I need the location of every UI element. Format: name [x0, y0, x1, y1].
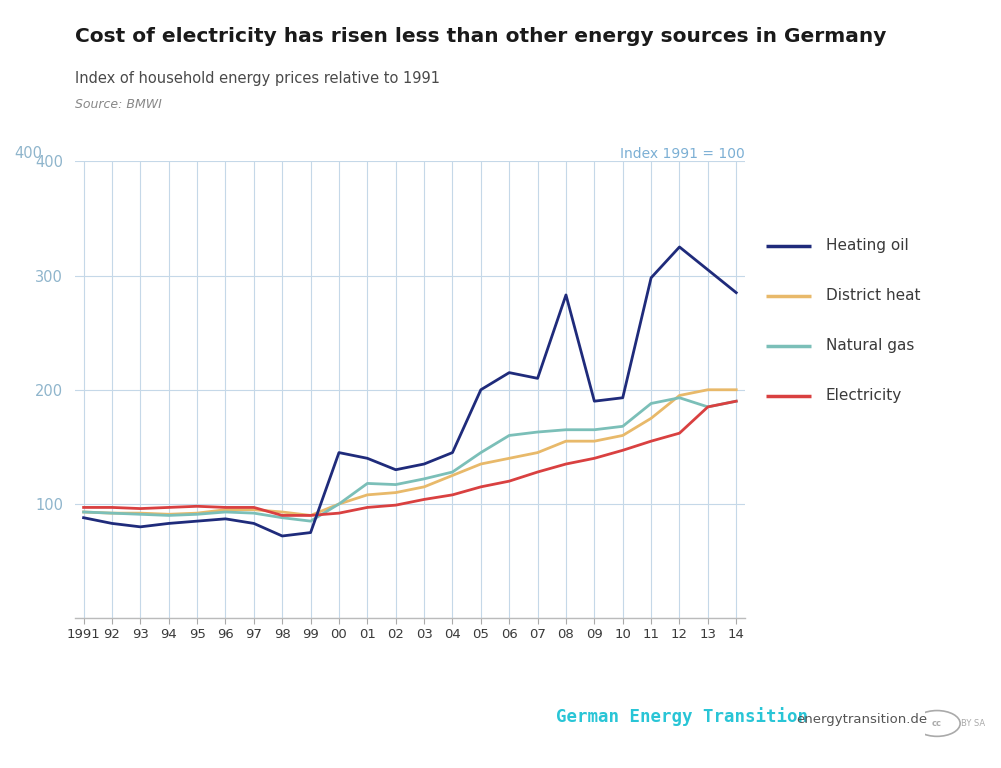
Text: Electricity: Electricity	[826, 388, 902, 403]
Text: cc: cc	[932, 719, 942, 728]
Text: Index of household energy prices relative to 1991: Index of household energy prices relativ…	[75, 71, 440, 86]
Text: Cost of electricity has risen less than other energy sources in Germany: Cost of electricity has risen less than …	[75, 27, 887, 46]
Text: Natural gas: Natural gas	[826, 338, 914, 353]
Text: Source: BMWI: Source: BMWI	[75, 98, 162, 111]
Text: Heating oil: Heating oil	[826, 238, 909, 253]
Text: BY SA: BY SA	[961, 719, 985, 728]
Text: German Energy Transition: German Energy Transition	[556, 707, 808, 726]
Text: Index 1991 = 100: Index 1991 = 100	[620, 147, 745, 161]
Text: energytransition.de: energytransition.de	[796, 713, 927, 726]
Text: 400: 400	[15, 146, 43, 161]
Text: District heat: District heat	[826, 288, 920, 303]
